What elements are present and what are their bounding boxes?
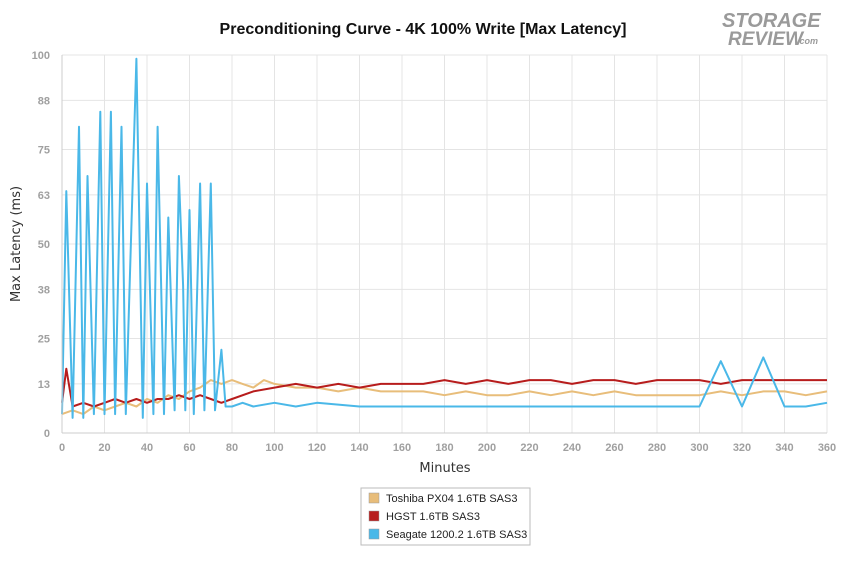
y-axis-label: Max Latency (ms)	[9, 186, 24, 302]
x-tick-label: 320	[733, 442, 751, 454]
series-layer	[61, 57, 828, 419]
y-tick-label: 0	[44, 428, 50, 440]
x-tick-label: 120	[308, 442, 326, 454]
x-tick-label: 80	[226, 442, 238, 454]
x-tick-label: 20	[98, 442, 110, 454]
y-tick-label: 38	[38, 284, 50, 296]
x-tick-label: 0	[59, 442, 65, 454]
series-line-2	[61, 57, 828, 419]
x-tick-label: 220	[520, 442, 538, 454]
y-tick-label: 63	[38, 190, 50, 202]
x-tick-label: 160	[393, 442, 411, 454]
x-tick-labels: 0 20 40 60 80 100 120 140 160 180 200 220 240 260 280 3…	[59, 442, 836, 454]
y-tick-labels: 0 13 25 38 50 63 75 88 100	[32, 50, 50, 440]
y-tick-label: 13	[38, 379, 50, 391]
x-tick-label: 180	[435, 442, 453, 454]
legend-label-1: HGST 1.6TB SAS3	[386, 511, 480, 523]
legend-label-2: Seagate 1200.2 1.6TB SAS3	[386, 529, 527, 541]
legend-swatch-0	[368, 492, 380, 504]
logo-suffix: .com	[797, 36, 818, 46]
logo-line1: STORAGE	[722, 10, 821, 32]
legend-swatch-2	[368, 528, 380, 540]
x-tick-label: 260	[605, 442, 623, 454]
series-line-1	[61, 367, 827, 408]
x-tick-label: 340	[775, 442, 793, 454]
axes	[61, 55, 827, 434]
x-tick-label: 360	[818, 442, 836, 454]
x-tick-label: 280	[648, 442, 666, 454]
storagereview-logo: STORAGE REVIEW .com	[722, 10, 821, 50]
x-tick-label: 300	[690, 442, 708, 454]
legend-box	[360, 487, 531, 546]
x-tick-label: 140	[350, 442, 368, 454]
x-tick-label: 40	[141, 442, 153, 454]
x-tick-label: 200	[478, 442, 496, 454]
x-tick-label: 100	[265, 442, 283, 454]
legend-label-0: Toshiba PX04 1.6TB SAS3	[386, 493, 517, 505]
legend-swatch-1	[368, 510, 380, 522]
y-tick-label: 50	[38, 239, 50, 251]
y-tick-label: 100	[32, 50, 50, 62]
y-tick-label: 75	[38, 145, 50, 157]
y-tick-label: 88	[38, 95, 50, 107]
y-tick-label: 25	[38, 334, 50, 346]
chart-title: Preconditioning Curve - 4K 100% Write [M…	[220, 21, 627, 38]
x-axis-label: Minutes	[419, 461, 470, 476]
x-tick-label: 240	[563, 442, 581, 454]
logo-line2: REVIEW	[728, 29, 805, 50]
x-tick-label: 60	[183, 442, 195, 454]
legend: Toshiba PX04 1.6TB SAS3 HGST 1.6TB SAS3 Se…	[360, 487, 531, 546]
